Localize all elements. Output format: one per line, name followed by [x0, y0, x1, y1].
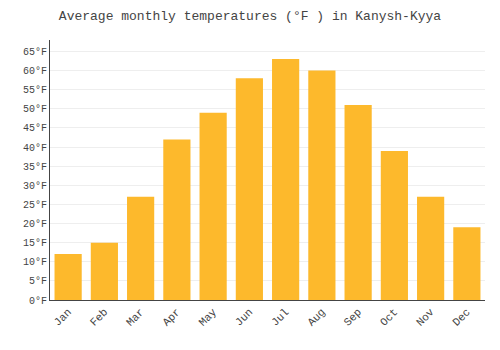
svg-text:Aug: Aug: [305, 306, 327, 328]
svg-text:55°F: 55°F: [23, 85, 47, 96]
svg-text:Oct: Oct: [378, 306, 400, 328]
svg-text:60°F: 60°F: [23, 66, 47, 77]
svg-text:Jan: Jan: [52, 306, 74, 328]
svg-text:Feb: Feb: [88, 306, 110, 328]
svg-text:35°F: 35°F: [23, 162, 47, 173]
svg-text:Mar: Mar: [124, 306, 146, 328]
svg-text:Dec: Dec: [450, 306, 472, 328]
svg-text:20°F: 20°F: [23, 219, 47, 230]
svg-text:15°F: 15°F: [23, 238, 47, 249]
svg-text:25°F: 25°F: [23, 200, 47, 211]
svg-text:45°F: 45°F: [23, 123, 47, 134]
svg-text:Average monthly temperatures (: Average monthly temperatures (°F ) in Ka…: [59, 9, 441, 24]
svg-text:5°F: 5°F: [29, 276, 47, 287]
svg-text:40°F: 40°F: [23, 143, 47, 154]
svg-text:Sep: Sep: [342, 306, 364, 328]
svg-text:50°F: 50°F: [23, 104, 47, 115]
svg-text:Nov: Nov: [414, 306, 437, 329]
svg-text:May: May: [197, 306, 220, 329]
svg-text:Apr: Apr: [160, 306, 182, 328]
svg-text:65°F: 65°F: [23, 47, 47, 58]
svg-text:30°F: 30°F: [23, 181, 47, 192]
svg-text:Jun: Jun: [233, 306, 255, 328]
svg-text:0°F: 0°F: [29, 296, 47, 307]
svg-text:Jul: Jul: [269, 306, 291, 328]
svg-text:10°F: 10°F: [23, 257, 47, 268]
